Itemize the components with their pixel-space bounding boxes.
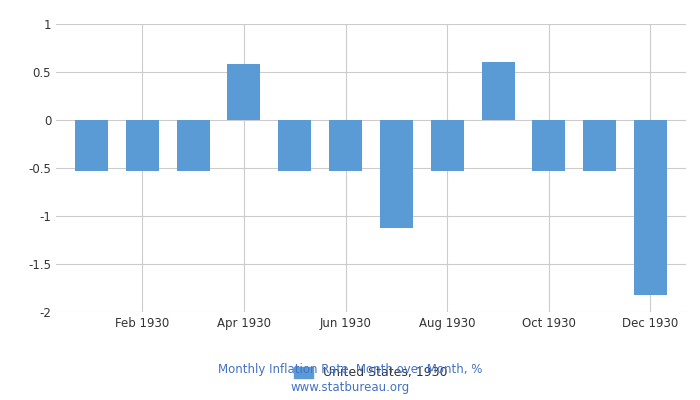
Text: Monthly Inflation Rate, Month over Month, %: Monthly Inflation Rate, Month over Month…	[218, 364, 482, 376]
Bar	[583, 120, 616, 171]
Bar	[634, 120, 667, 295]
Legend: United States, 1930: United States, 1930	[289, 362, 453, 384]
Bar	[482, 62, 514, 120]
Bar	[380, 120, 413, 228]
Text: www.statbureau.org: www.statbureau.org	[290, 382, 410, 394]
Bar	[430, 120, 463, 171]
Bar	[329, 120, 362, 171]
Bar	[228, 64, 260, 120]
Bar	[279, 120, 312, 171]
Bar	[176, 120, 210, 171]
Bar	[532, 120, 566, 171]
Bar	[75, 120, 108, 171]
Bar	[126, 120, 159, 171]
